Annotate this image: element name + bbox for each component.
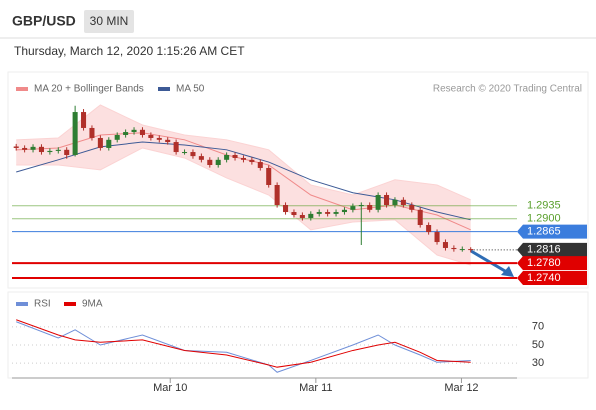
candle-body bbox=[81, 112, 87, 128]
candle-body bbox=[400, 199, 406, 205]
price-frame bbox=[7, 71, 589, 289]
candle-body bbox=[274, 185, 280, 205]
candle-body bbox=[13, 146, 19, 148]
bollinger-lower bbox=[16, 147, 471, 266]
candle-body bbox=[198, 156, 204, 160]
candle-body bbox=[38, 146, 44, 153]
candle-body bbox=[451, 247, 457, 250]
candle-body bbox=[89, 127, 95, 138]
candle-body bbox=[114, 135, 120, 140]
candle-body bbox=[47, 150, 53, 153]
level-label: 1.2740 bbox=[527, 272, 561, 284]
candle-body bbox=[409, 205, 415, 210]
candle-body bbox=[131, 129, 137, 133]
rsi-tick-label: 70 bbox=[532, 321, 544, 333]
x-tick-label: Mar 10 bbox=[153, 382, 187, 394]
candle-body bbox=[358, 205, 364, 207]
level-label: 1.2900 bbox=[527, 213, 561, 225]
candle-body bbox=[148, 135, 154, 138]
level-badge bbox=[517, 256, 587, 271]
candle-body bbox=[106, 139, 112, 148]
candle-body bbox=[22, 147, 28, 150]
candle-body bbox=[64, 149, 70, 155]
level-badge bbox=[517, 242, 587, 257]
candle-body bbox=[468, 249, 474, 251]
source: Research © 2020 Trading Central bbox=[433, 84, 582, 95]
symbol: GBP/USD bbox=[12, 13, 76, 29]
candle-body bbox=[325, 212, 331, 214]
legend-label: MA 50 bbox=[176, 84, 205, 95]
candle-body bbox=[341, 209, 347, 213]
legend-swatch bbox=[16, 302, 28, 306]
legend-label: MA 20 + Bollinger Bands bbox=[34, 84, 144, 95]
bollinger-upper bbox=[16, 104, 471, 201]
candle-body bbox=[182, 152, 188, 154]
candle-body bbox=[291, 212, 297, 215]
legend-label: RSI bbox=[34, 299, 51, 310]
candle-body bbox=[173, 142, 179, 153]
candle-body bbox=[316, 212, 322, 214]
candle-body bbox=[240, 157, 246, 160]
candle-body bbox=[350, 206, 356, 210]
candle-body bbox=[333, 212, 339, 214]
candle-body bbox=[215, 159, 221, 165]
candle-body bbox=[459, 249, 465, 251]
candle-body bbox=[257, 162, 263, 168]
candle-body bbox=[232, 155, 238, 158]
candle-body bbox=[165, 139, 171, 143]
candle-body bbox=[30, 146, 36, 150]
rsi-tick-label: 30 bbox=[532, 357, 544, 369]
candle-body bbox=[434, 232, 440, 243]
candle-body bbox=[190, 152, 196, 157]
bollinger-band bbox=[16, 105, 471, 265]
legend-swatch bbox=[64, 302, 76, 306]
candle-body bbox=[392, 199, 398, 205]
level-label: 1.2816 bbox=[527, 244, 561, 256]
level-badge bbox=[517, 224, 587, 239]
candle-body bbox=[97, 137, 103, 148]
interval: 30 MIN bbox=[90, 14, 129, 28]
forecast-arrowhead bbox=[501, 266, 514, 277]
candle-body bbox=[139, 129, 145, 135]
candle-body bbox=[224, 155, 230, 160]
candle-body bbox=[156, 137, 162, 140]
rsi-line bbox=[16, 321, 471, 373]
x-tick-label: Mar 11 bbox=[299, 382, 332, 394]
legend-label: 9MA bbox=[82, 299, 103, 310]
candle-body bbox=[266, 167, 272, 185]
level-label: 1.2935 bbox=[527, 200, 561, 212]
candle-body bbox=[384, 195, 390, 205]
candle-body bbox=[72, 112, 78, 155]
x-tick-label: Mar 12 bbox=[444, 382, 478, 394]
candle-body bbox=[426, 225, 432, 233]
candle-body bbox=[375, 195, 381, 210]
legend-swatch bbox=[158, 87, 170, 91]
candle-body bbox=[207, 159, 213, 165]
candle-body bbox=[55, 149, 61, 151]
candle-body bbox=[367, 205, 373, 210]
level-label: 1.2865 bbox=[527, 226, 561, 238]
candle-body bbox=[308, 213, 314, 218]
level-badge bbox=[517, 270, 587, 285]
candle-body bbox=[442, 242, 448, 248]
candle-body bbox=[417, 209, 423, 225]
candle-body bbox=[123, 132, 129, 135]
legend-swatch bbox=[16, 87, 28, 91]
interval-box bbox=[84, 10, 134, 33]
level-label: 1.2780 bbox=[527, 257, 561, 269]
candle-body bbox=[299, 215, 305, 218]
rsi-line bbox=[16, 319, 471, 368]
timestamp: Thursday, March 12, 2020 1:15:26 AM CET bbox=[14, 44, 245, 58]
rsi-tick-label: 50 bbox=[532, 339, 544, 351]
candle-body bbox=[249, 159, 255, 163]
candle-body bbox=[283, 205, 289, 213]
